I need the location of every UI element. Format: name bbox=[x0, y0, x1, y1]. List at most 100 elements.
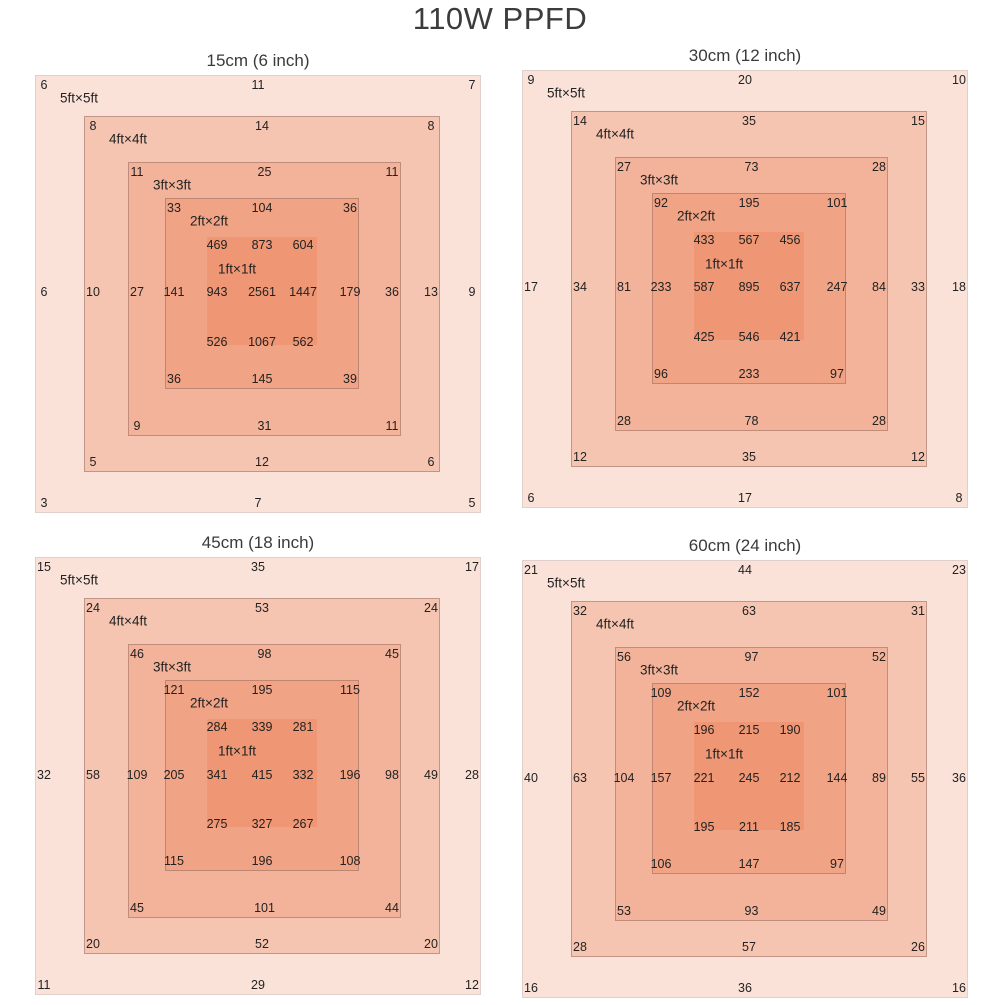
ppfd-value: 44 bbox=[738, 563, 752, 577]
ppfd-value: 45 bbox=[130, 901, 144, 915]
ppfd-value: 215 bbox=[738, 723, 760, 737]
ppfd-value: 6 bbox=[427, 455, 435, 469]
ppfd-value: 104 bbox=[251, 201, 273, 215]
area-size-label: 5ft×5ft bbox=[60, 90, 98, 106]
ppfd-value: 415 bbox=[251, 768, 273, 782]
ppfd-value: 211 bbox=[739, 820, 759, 834]
ppfd-value: 15 bbox=[911, 114, 925, 128]
ppfd-value: 546 bbox=[738, 330, 760, 344]
ppfd-value: 21 bbox=[524, 563, 538, 577]
ppfd-value: 25 bbox=[257, 165, 272, 179]
ppfd-value: 53 bbox=[617, 904, 631, 918]
ppfd-value: 31 bbox=[257, 419, 272, 433]
area-size-label: 1ft×1ft bbox=[218, 743, 256, 759]
ppfd-value: 339 bbox=[251, 720, 273, 734]
ppfd-value: 196 bbox=[251, 854, 273, 868]
ppfd-value: 109 bbox=[126, 768, 148, 782]
ppfd-value: 34 bbox=[573, 280, 587, 294]
ppfd-value: 152 bbox=[738, 686, 760, 700]
ppfd-value: 3 bbox=[40, 496, 48, 510]
ppfd-value: 8 bbox=[89, 119, 97, 133]
ppfd-value: 93 bbox=[744, 904, 759, 918]
ppfd-value: 18 bbox=[952, 280, 966, 294]
ppfd-value: 36 bbox=[385, 285, 399, 299]
ppfd-value: 89 bbox=[872, 771, 886, 785]
ppfd-value: 144 bbox=[826, 771, 848, 785]
ppfd-value: 7 bbox=[468, 78, 476, 92]
ppfd-value: 78 bbox=[744, 414, 759, 428]
ppfd-value: 28 bbox=[872, 160, 886, 174]
ppfd-value: 32 bbox=[573, 604, 587, 618]
ppfd-value: 28 bbox=[617, 414, 631, 428]
coverage-area-1ft bbox=[694, 232, 804, 340]
area-size-label: 5ft×5ft bbox=[547, 575, 585, 591]
ppfd-value: 27 bbox=[130, 285, 144, 299]
ppfd-value: 6 bbox=[527, 491, 535, 505]
coverage-area-1ft bbox=[694, 722, 804, 830]
area-size-label: 1ft×1ft bbox=[705, 746, 743, 762]
ppfd-value: 7 bbox=[254, 496, 262, 510]
ppfd-value: 20 bbox=[424, 937, 438, 951]
ppfd-value: 233 bbox=[650, 280, 672, 294]
ppfd-value: 29 bbox=[251, 978, 265, 992]
ppfd-value: 10 bbox=[86, 285, 100, 299]
ppfd-value: 195 bbox=[251, 683, 273, 697]
ppfd-value: 327 bbox=[251, 817, 273, 831]
ppfd-value: 10 bbox=[952, 73, 966, 87]
ppfd-value: 20 bbox=[86, 937, 100, 951]
ppfd-value: 6 bbox=[40, 285, 48, 299]
area-size-label: 4ft×4ft bbox=[596, 126, 634, 142]
ppfd-value: 63 bbox=[742, 604, 756, 618]
ppfd-value: 179 bbox=[339, 285, 361, 299]
ppfd-value: 36 bbox=[343, 201, 357, 215]
panel-title: 30cm (12 inch) bbox=[688, 46, 802, 65]
panel-title: 15cm (6 inch) bbox=[206, 51, 310, 70]
ppfd-value: 33 bbox=[167, 201, 181, 215]
ppfd-value: 36 bbox=[167, 372, 181, 386]
ppfd-value: 212 bbox=[779, 771, 801, 785]
area-size-label: 1ft×1ft bbox=[705, 256, 743, 272]
ppfd-value: 46 bbox=[130, 647, 144, 661]
ppfd-value: 27 bbox=[617, 160, 631, 174]
ppfd-value: 40 bbox=[524, 771, 538, 785]
area-size-label: 1ft×1ft bbox=[218, 261, 256, 277]
ppfd-value: 2561 bbox=[248, 285, 276, 299]
ppfd-value: 9 bbox=[133, 419, 141, 433]
ppfd-value: 190 bbox=[779, 723, 801, 737]
ppfd-value: 104 bbox=[613, 771, 635, 785]
ppfd-value: 221 bbox=[693, 771, 715, 785]
ppfd-value: 9 bbox=[468, 285, 476, 299]
area-size-label: 3ft×3ft bbox=[153, 177, 191, 193]
ppfd-value: 469 bbox=[206, 238, 228, 252]
coverage-area-1ft bbox=[207, 719, 317, 827]
ppfd-value: 1447 bbox=[289, 285, 317, 299]
ppfd-value: 58 bbox=[86, 768, 100, 782]
ppfd-value: 14 bbox=[255, 119, 269, 133]
ppfd-value: 341 bbox=[206, 768, 228, 782]
ppfd-value: 562 bbox=[292, 335, 314, 349]
ppfd-value: 12 bbox=[911, 450, 925, 464]
ppfd-value: 5 bbox=[468, 496, 476, 510]
ppfd-value: 6 bbox=[40, 78, 48, 92]
area-size-label: 4ft×4ft bbox=[109, 131, 147, 147]
chart-title: 110W PPFD bbox=[412, 1, 588, 36]
ppfd-value: 11 bbox=[385, 165, 399, 179]
ppfd-value: 57 bbox=[742, 940, 756, 954]
ppfd-value: 20 bbox=[738, 73, 752, 87]
ppfd-value: 44 bbox=[385, 901, 399, 915]
ppfd-value: 121 bbox=[163, 683, 185, 697]
ppfd-value: 12 bbox=[255, 455, 269, 469]
ppfd-value: 195 bbox=[738, 196, 760, 210]
ppfd-value: 526 bbox=[206, 335, 228, 349]
ppfd-value: 109 bbox=[650, 686, 672, 700]
ppfd-value: 55 bbox=[911, 771, 925, 785]
ppfd-value: 98 bbox=[385, 768, 399, 782]
ppfd-value: 28 bbox=[465, 768, 479, 782]
ppfd-value: 115 bbox=[340, 683, 360, 697]
ppfd-panel: 45cm (18 inch) 15 35 17 32 28 11 29 12 5ft×5ft 24 5… bbox=[35, 532, 515, 1002]
ppfd-value: 33 bbox=[911, 280, 925, 294]
area-size-label: 3ft×3ft bbox=[640, 172, 678, 188]
ppfd-value: 13 bbox=[424, 285, 438, 299]
ppfd-value: 96 bbox=[654, 367, 668, 381]
ppfd-value: 17 bbox=[524, 280, 538, 294]
